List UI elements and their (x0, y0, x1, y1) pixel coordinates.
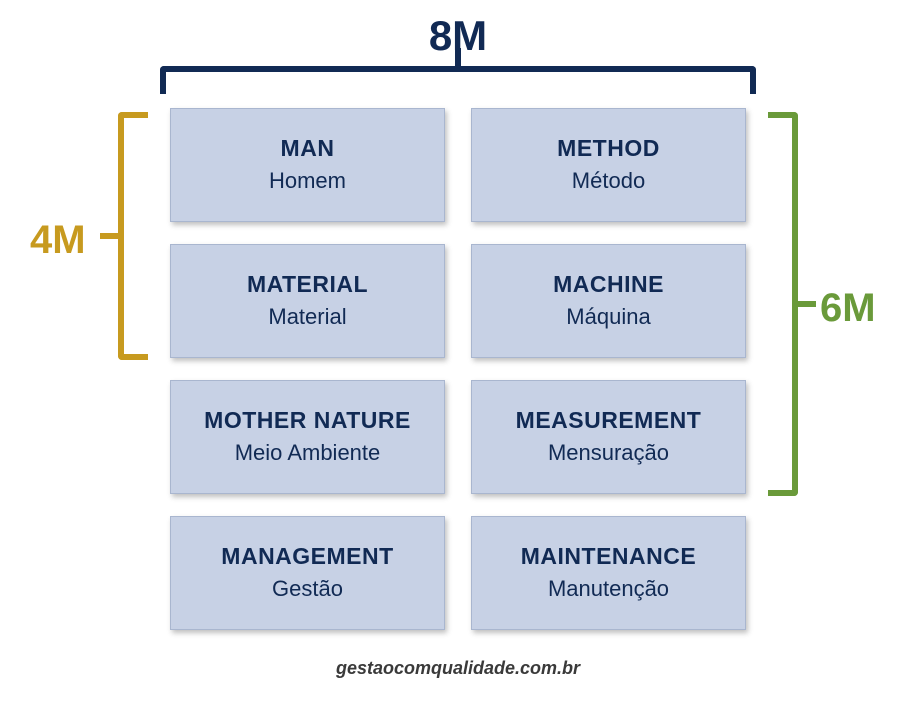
card-subtitle-pt: Manutenção (548, 576, 669, 602)
card-title-en: MACHINE (553, 271, 664, 298)
card-subtitle-pt: Homem (269, 168, 346, 194)
footer-credit: gestaocomqualidade.com.br (0, 658, 916, 679)
card-man: MAN Homem (170, 108, 445, 222)
card-subtitle-pt: Mensuração (548, 440, 669, 466)
card-subtitle-pt: Método (572, 168, 645, 194)
diagram-canvas: 8M 4M 6M MAN Homem METHOD Método MATERIA… (0, 0, 916, 709)
card-subtitle-pt: Material (268, 304, 346, 330)
card-title-en: MANAGEMENT (221, 543, 393, 570)
card-title-en: MEASUREMENT (516, 407, 702, 434)
card-measurement: MEASUREMENT Mensuração (471, 380, 746, 494)
top-bracket-8m (160, 66, 756, 94)
card-material: MATERIAL Material (170, 244, 445, 358)
card-title-en: METHOD (557, 135, 660, 162)
card-subtitle-pt: Máquina (566, 304, 650, 330)
card-subtitle-pt: Meio Ambiente (235, 440, 381, 466)
card-management: MANAGEMENT Gestão (170, 516, 445, 630)
card-mother-nature: MOTHER NATURE Meio Ambiente (170, 380, 445, 494)
card-method: METHOD Método (471, 108, 746, 222)
card-title-en: MAINTENANCE (521, 543, 696, 570)
right-label-6m: 6M (820, 286, 876, 331)
card-grid: MAN Homem METHOD Método MATERIAL Materia… (170, 108, 746, 630)
card-title-en: MAN (281, 135, 335, 162)
card-maintenance: MAINTENANCE Manutenção (471, 516, 746, 630)
right-bracket-6m (768, 112, 798, 496)
card-title-en: MOTHER NATURE (204, 407, 411, 434)
card-title-en: MATERIAL (247, 271, 368, 298)
left-label-4m: 4M (30, 218, 86, 263)
left-bracket-4m (118, 112, 148, 360)
card-subtitle-pt: Gestão (272, 576, 343, 602)
card-machine: MACHINE Máquina (471, 244, 746, 358)
